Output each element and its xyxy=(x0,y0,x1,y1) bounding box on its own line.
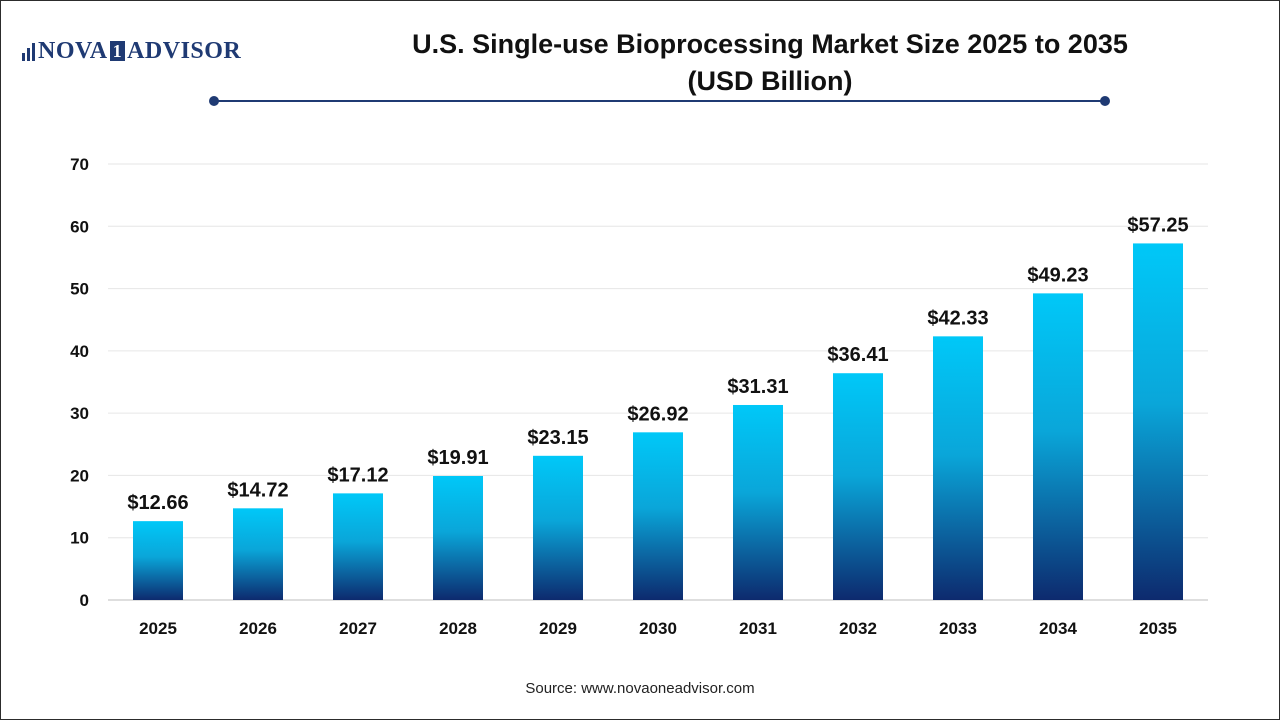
bar xyxy=(333,493,383,600)
x-tick-label: 2033 xyxy=(939,619,977,638)
y-tick-label: 50 xyxy=(70,280,89,299)
logo-bars-icon xyxy=(22,41,35,61)
bar xyxy=(1133,243,1183,600)
chart-title-line1: U.S. Single-use Bioprocessing Market Siz… xyxy=(412,29,1128,59)
x-tick-label: 2030 xyxy=(639,619,677,638)
divider-dot-right xyxy=(1100,96,1110,106)
x-tick-label: 2031 xyxy=(739,619,777,638)
data-label: $19.91 xyxy=(427,447,488,469)
logo-text-right: ADVISOR xyxy=(127,37,242,64)
data-label: $23.15 xyxy=(527,427,588,449)
logo-text-mid: 1 xyxy=(109,41,126,61)
x-tick-label: 2027 xyxy=(339,619,377,638)
divider-dot-left xyxy=(209,96,219,106)
brand-logo: NOVA 1 ADVISOR xyxy=(22,34,241,68)
x-tick-label: 2035 xyxy=(1139,619,1177,638)
data-label: $31.31 xyxy=(727,376,788,398)
x-tick-label: 2026 xyxy=(239,619,277,638)
y-tick-label: 70 xyxy=(70,155,89,174)
y-tick-label: 0 xyxy=(80,591,89,610)
logo-text-left: NOVA xyxy=(38,37,108,64)
bar xyxy=(1033,293,1083,600)
x-tick-label: 2029 xyxy=(539,619,577,638)
data-label: $26.92 xyxy=(627,403,688,425)
bar xyxy=(233,508,283,600)
bar xyxy=(133,521,183,600)
bar xyxy=(533,455,583,600)
y-tick-label: 20 xyxy=(70,466,89,485)
data-label: $42.33 xyxy=(927,307,988,329)
bar xyxy=(733,404,783,600)
y-tick-label: 40 xyxy=(70,342,89,361)
bar xyxy=(833,373,883,600)
data-label: $49.23 xyxy=(1027,264,1088,286)
bar xyxy=(433,475,483,600)
y-tick-label: 10 xyxy=(70,529,89,548)
chart-title-line2: (USD Billion) xyxy=(687,66,853,96)
bar xyxy=(933,336,983,600)
x-tick-label: 2032 xyxy=(839,619,877,638)
y-tick-label: 60 xyxy=(70,217,89,236)
data-label: $12.66 xyxy=(127,492,188,514)
data-label: $36.41 xyxy=(827,344,888,366)
x-tick-label: 2025 xyxy=(139,619,177,638)
bars: $12.66 $14.72 $17.12 $19.91 $23.15 $26.92 $31.… xyxy=(127,214,1189,600)
x-tick-label: 2028 xyxy=(439,619,477,638)
chart-title: U.S. Single-use Bioprocessing Market Siz… xyxy=(320,26,1220,100)
data-label: $17.12 xyxy=(327,464,388,486)
x-axis: 2025 2026 2027 2028 2029 2030 2031 2032 2033 2034… xyxy=(139,619,1177,638)
x-tick-label: 2034 xyxy=(1039,619,1077,638)
data-label: $57.25 xyxy=(1127,214,1188,236)
bar xyxy=(633,432,683,600)
y-tick-label: 30 xyxy=(70,404,89,423)
source-note: Source: www.novaoneadvisor.com xyxy=(525,680,755,697)
title-divider xyxy=(209,96,1110,106)
data-label: $14.72 xyxy=(227,479,288,501)
